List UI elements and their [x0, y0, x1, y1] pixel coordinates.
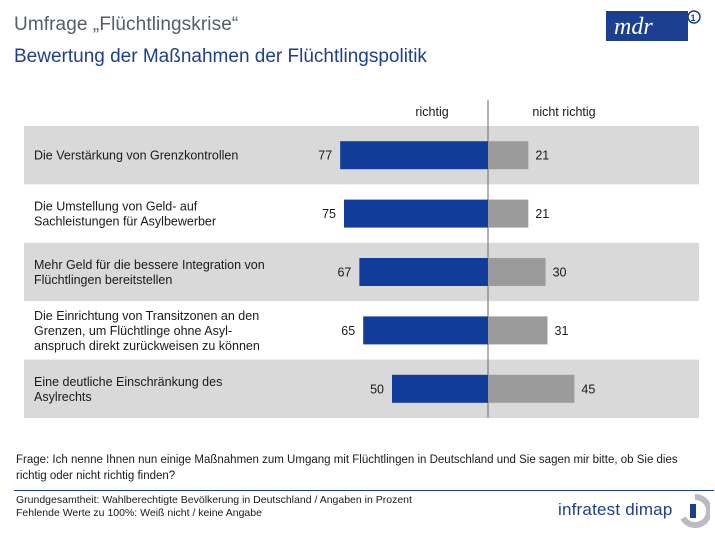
value-label-richtig: 50	[370, 382, 384, 396]
bar-richtig	[392, 374, 488, 403]
value-label-richtig: 67	[337, 266, 351, 280]
bar-nicht-richtig	[488, 199, 529, 228]
value-label-richtig: 75	[322, 207, 336, 221]
chart-svg: richtig nicht richtig Die Verstärkung von …	[24, 100, 699, 418]
category-label-line: Die Umstellung von Geld- auf	[34, 200, 198, 214]
bar-richtig	[344, 199, 488, 228]
diverging-bar-chart: richtig nicht richtig Die Verstärkung von …	[0, 98, 715, 428]
row-background	[24, 301, 699, 360]
mdr-logo-text: mdr	[614, 14, 653, 40]
category-label-line: Flüchtlingen bereitstellen	[34, 273, 172, 287]
category-label-line: Die Einrichtung von Transitzonen an den	[34, 309, 259, 323]
mdr-logo: mdr 1	[606, 10, 701, 41]
svg-text:1: 1	[691, 13, 696, 23]
bar-richtig	[363, 316, 488, 345]
bar-nicht-richtig	[488, 258, 546, 286]
category-label-line: Mehr Geld für die bessere Integration vo…	[34, 258, 265, 272]
value-label-nicht-richtig: 31	[555, 324, 569, 338]
base-line-2: Fehlende Werte zu 100%: Weiß nicht / kei…	[16, 507, 262, 519]
value-label-nicht-richtig: 30	[553, 266, 567, 280]
category-label: Mehr Geld für die bessere Integration vo…	[34, 258, 265, 287]
base-line-1: Grundgesamtheit: Wahlberechtigte Bevölke…	[16, 494, 412, 506]
bar-richtig	[359, 258, 488, 286]
category-label-line: Grenzen, um Flüchtlinge ohne Asyl-	[34, 324, 232, 338]
category-label-line: Die Verstärkung von Grenzkontrollen	[34, 149, 238, 163]
value-label-nicht-richtig: 21	[535, 207, 549, 221]
question-text: Frage: Ich nenne Ihnen nun einige Maßnah…	[16, 454, 678, 482]
category-label-line: anspruch direkt zurückweisen zu können	[34, 339, 260, 353]
bar-nicht-richtig	[488, 141, 529, 170]
value-label-richtig: 65	[341, 324, 355, 338]
chart-subtitle: Bewertung der Maßnahmen der Flüchtlingsp…	[14, 46, 427, 67]
infratest-dimap-icon	[680, 494, 710, 528]
legend-nicht-richtig: nicht richtig	[532, 105, 595, 119]
row-background	[24, 359, 699, 418]
brand-logo-text: infratest dimap	[558, 500, 673, 519]
value-label-richtig: 77	[318, 149, 332, 163]
bar-nicht-richtig	[488, 316, 548, 345]
category-label-line: Sachleistungen für Asylbewerber	[34, 215, 216, 229]
category-label-line: Eine deutliche Einschränkung des	[34, 375, 222, 389]
category-label: Die Verstärkung von Grenzkontrollen	[34, 149, 238, 163]
base-note: Grundgesamtheit: Wahlberechtigte Bevölke…	[16, 494, 412, 520]
bar-richtig	[340, 141, 488, 170]
value-label-nicht-richtig: 21	[535, 149, 549, 163]
category-label: Eine deutliche Einschränkung des Asylrech…	[34, 375, 222, 404]
category-label-line: Asylrechts	[34, 390, 92, 404]
category-label: Die Umstellung von Geld- auf Sachleistung…	[34, 200, 216, 229]
footer-divider	[14, 490, 714, 491]
category-label: Die Einrichtung von Transitzonen an den G…	[34, 309, 260, 353]
value-label-nicht-richtig: 45	[581, 382, 595, 396]
survey-title: Umfrage „Flüchtlingskrise“	[14, 14, 239, 35]
bar-nicht-richtig	[488, 374, 575, 403]
legend-richtig: richtig	[415, 105, 448, 119]
